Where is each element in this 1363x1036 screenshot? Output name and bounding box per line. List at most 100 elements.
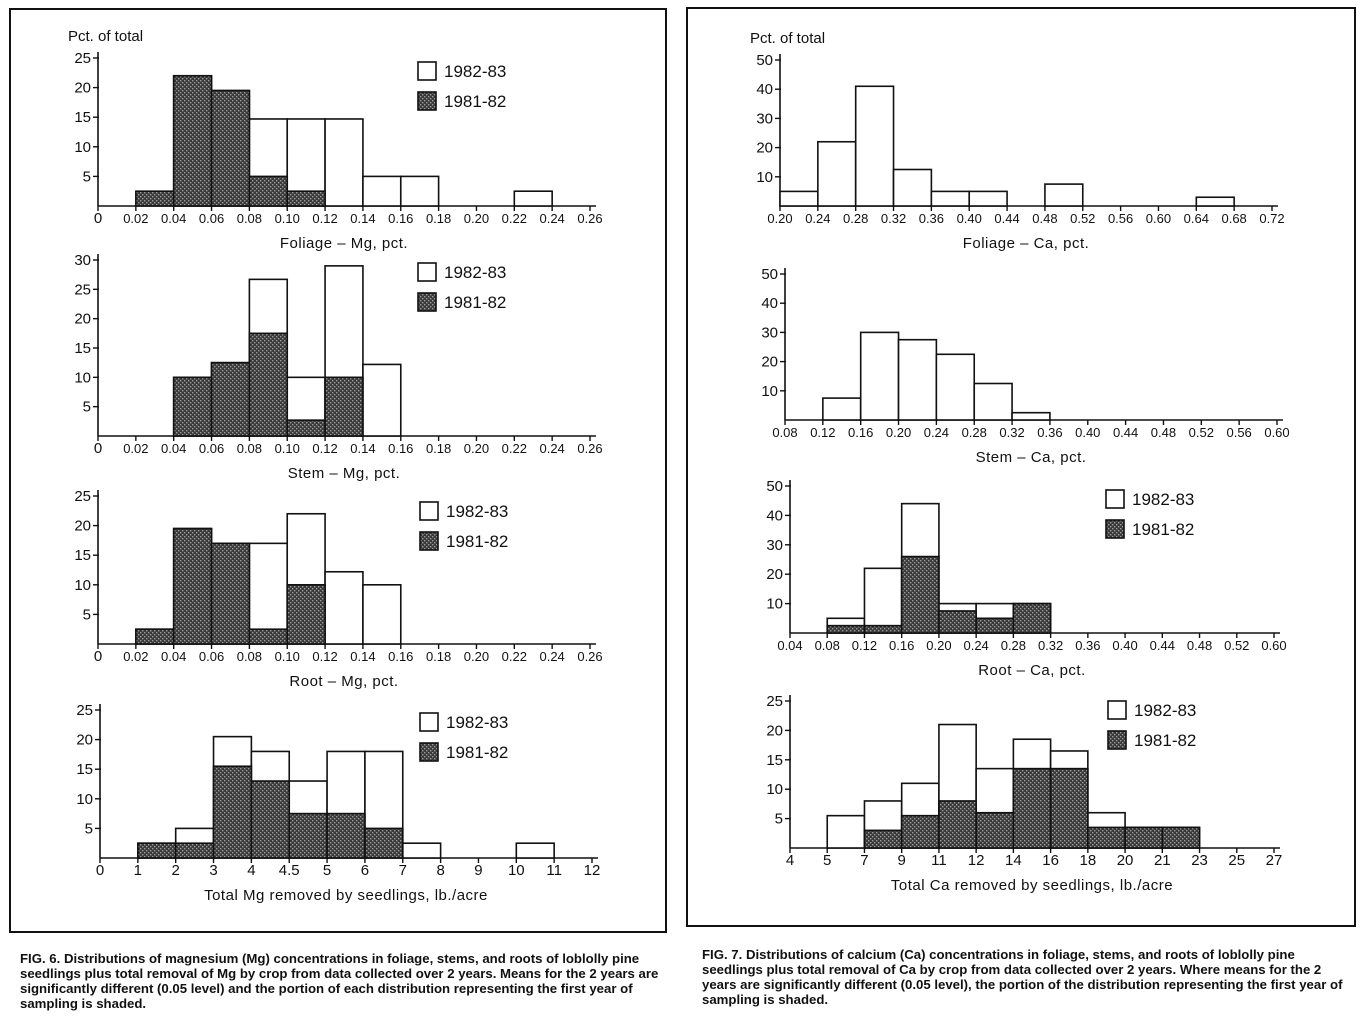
- x-tick-label: 0.12: [852, 638, 877, 653]
- x-tick-label: 2: [172, 862, 180, 879]
- bar-open: [324, 118, 364, 207]
- x-tick-label: 0.36: [1075, 638, 1100, 653]
- x-tick-label: 0.06: [199, 211, 224, 226]
- x-tick-label: 0.20: [926, 638, 951, 653]
- x-tick-label: 0.60: [1264, 425, 1289, 440]
- x-tick-label: 0.32: [881, 211, 906, 226]
- legend-label: 1981-82: [446, 743, 508, 762]
- x-axis-label: Stem – Ca, pct.: [976, 449, 1087, 466]
- y-tick-label: 10: [74, 369, 91, 386]
- bar-shaded: [900, 555, 940, 634]
- x-tick-label: 0.22: [502, 649, 527, 664]
- x-tick-label: 0.18: [426, 211, 451, 226]
- bar-shaded: [172, 74, 213, 207]
- x-tick-label: 0.44: [1113, 425, 1138, 440]
- y-tick-label: 5: [775, 811, 783, 828]
- y-tick-label: 20: [756, 140, 773, 157]
- x-tick-label: 0.10: [275, 211, 300, 226]
- y-tick-label: 15: [74, 109, 91, 126]
- legend: 1982-83 1981-82: [417, 61, 506, 111]
- x-axis-label: Root – Ca, pct.: [978, 662, 1086, 679]
- y-tick-label: 15: [74, 340, 91, 357]
- x-tick-label: 0: [94, 210, 102, 227]
- x-tick-label: 6: [361, 862, 369, 879]
- x-tick-label: 0.56: [1108, 211, 1133, 226]
- x-tick-label: 0.26: [577, 211, 602, 226]
- x-tick-label: 0.18: [426, 441, 451, 456]
- x-tick-label: 0: [94, 440, 102, 457]
- y-tick-label: 50: [766, 478, 783, 495]
- x-tick-label: 5: [323, 862, 331, 879]
- y-tick-label: 10: [766, 596, 783, 613]
- x-tick-label: 0.32: [1038, 638, 1063, 653]
- y-tick-label: 10: [76, 791, 93, 808]
- bar-shaded: [212, 765, 253, 859]
- x-tick-label: 0.10: [275, 441, 300, 456]
- y-tick-label: 25: [74, 50, 91, 67]
- x-tick-label: 0.60: [1146, 211, 1171, 226]
- x-tick-label: 0.06: [199, 649, 224, 664]
- y-tick-label: 40: [761, 295, 778, 312]
- bar-shaded: [174, 842, 215, 859]
- y-axis-title: Pct. of total: [68, 28, 143, 45]
- bar-shaded: [863, 829, 903, 849]
- legend: 1982-83 1981-82: [1105, 489, 1194, 539]
- bar-open: [1044, 183, 1084, 207]
- bar-shaded: [210, 542, 251, 645]
- y-tick-label: 5: [83, 168, 91, 185]
- x-tick-label: 0.52: [1189, 425, 1214, 440]
- legend-swatch-open: [419, 712, 439, 732]
- x-axis-label: Total Ca removed by seedlings, lb./acre: [891, 877, 1173, 894]
- y-tick-label: 20: [766, 566, 783, 583]
- legend-swatch-shaded: [419, 531, 439, 551]
- y-tick-label: 25: [766, 693, 783, 710]
- x-tick-label: 21: [1154, 852, 1171, 869]
- fig6-root-chart: 5 10 15 20 25 0 0.02 0.04 0.06 0.08 0.10 0.12 0.14 0.…: [74, 488, 602, 690]
- legend-swatch-shaded: [417, 292, 437, 312]
- x-tick-label: 0.32: [999, 425, 1024, 440]
- x-tick-label: 0.40: [1112, 638, 1137, 653]
- bar-open: [892, 168, 933, 207]
- legend-label: 1982-83: [444, 62, 506, 81]
- x-tick-label: 0: [96, 862, 104, 879]
- bar-open: [362, 583, 402, 645]
- bar-shaded: [1087, 826, 1126, 849]
- x-tick-label: 12: [584, 862, 601, 879]
- x-tick-label: 0.52: [1070, 211, 1095, 226]
- bar-shaded: [172, 527, 213, 645]
- x-tick-label: 4.5: [279, 862, 300, 879]
- y-tick-label: 5: [83, 606, 91, 623]
- y-tick-label: 10: [761, 383, 778, 400]
- bar-open: [513, 190, 553, 207]
- bar-shaded: [172, 376, 213, 437]
- y-tick-label: 20: [74, 311, 91, 328]
- x-tick-label: 0.04: [777, 638, 802, 653]
- y-tick-label: 50: [756, 52, 773, 69]
- x-tick-label: 0.40: [957, 211, 982, 226]
- x-tick-label: 0.08: [237, 441, 262, 456]
- x-tick-label: 0.08: [772, 425, 797, 440]
- x-tick-label: 0.22: [502, 211, 527, 226]
- x-tick-label: 0.20: [464, 649, 489, 664]
- fig7-foliage-chart: 10 20 30 40 50 0.20 0.24 0.28 0.32 0.36 0.40 0.44 0.…: [750, 30, 1285, 252]
- y-tick-label: 15: [766, 752, 783, 769]
- x-tick-label: 0.68: [1221, 211, 1246, 226]
- y-tick-label: 40: [756, 81, 773, 98]
- x-tick-label: 27: [1266, 852, 1283, 869]
- legend: 1982-83 1981-82: [419, 712, 508, 762]
- bar-open: [973, 382, 1013, 421]
- y-tick-label: 30: [756, 110, 773, 127]
- bar-shaded: [286, 419, 326, 437]
- x-tick-label: 0: [94, 648, 102, 665]
- legend-swatch-shaded: [417, 91, 437, 111]
- x-tick-label: 0.14: [350, 441, 375, 456]
- y-tick-label: 25: [74, 281, 91, 298]
- x-tick-label: 18: [1080, 852, 1097, 869]
- y-tick-label: 30: [766, 537, 783, 554]
- bar-shaded: [826, 624, 866, 634]
- y-tick-label: 5: [83, 399, 91, 416]
- y-tick-label: 25: [74, 488, 91, 505]
